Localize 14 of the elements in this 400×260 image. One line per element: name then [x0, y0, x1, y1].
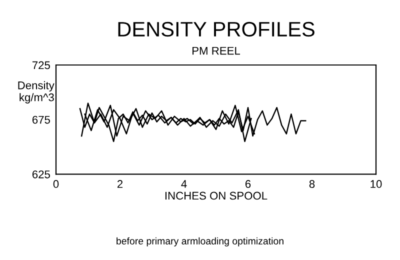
chart-subtitle: PM REEL [192, 46, 240, 55]
y-tick-label: 675 [32, 116, 50, 124]
x-tick-label: 8 [309, 180, 315, 188]
x-tick-label: 10 [370, 180, 382, 188]
chart-title: DENSITY PROFILES [118, 22, 314, 37]
x-axis-title: INCHES ON SPOOL [165, 192, 268, 200]
y-axis-title: Density kg/m^3 [18, 81, 54, 104]
x-tick-label: 2 [117, 180, 123, 188]
y-tick-label: 725 [32, 61, 50, 70]
text: before primary armloading optimization [116, 237, 284, 246]
x-tick-label: 0 [53, 180, 59, 188]
x-tick-label: 6 [245, 180, 251, 188]
x-tick-label: 4 [181, 180, 187, 188]
y-tick-label: 625 [32, 170, 50, 178]
